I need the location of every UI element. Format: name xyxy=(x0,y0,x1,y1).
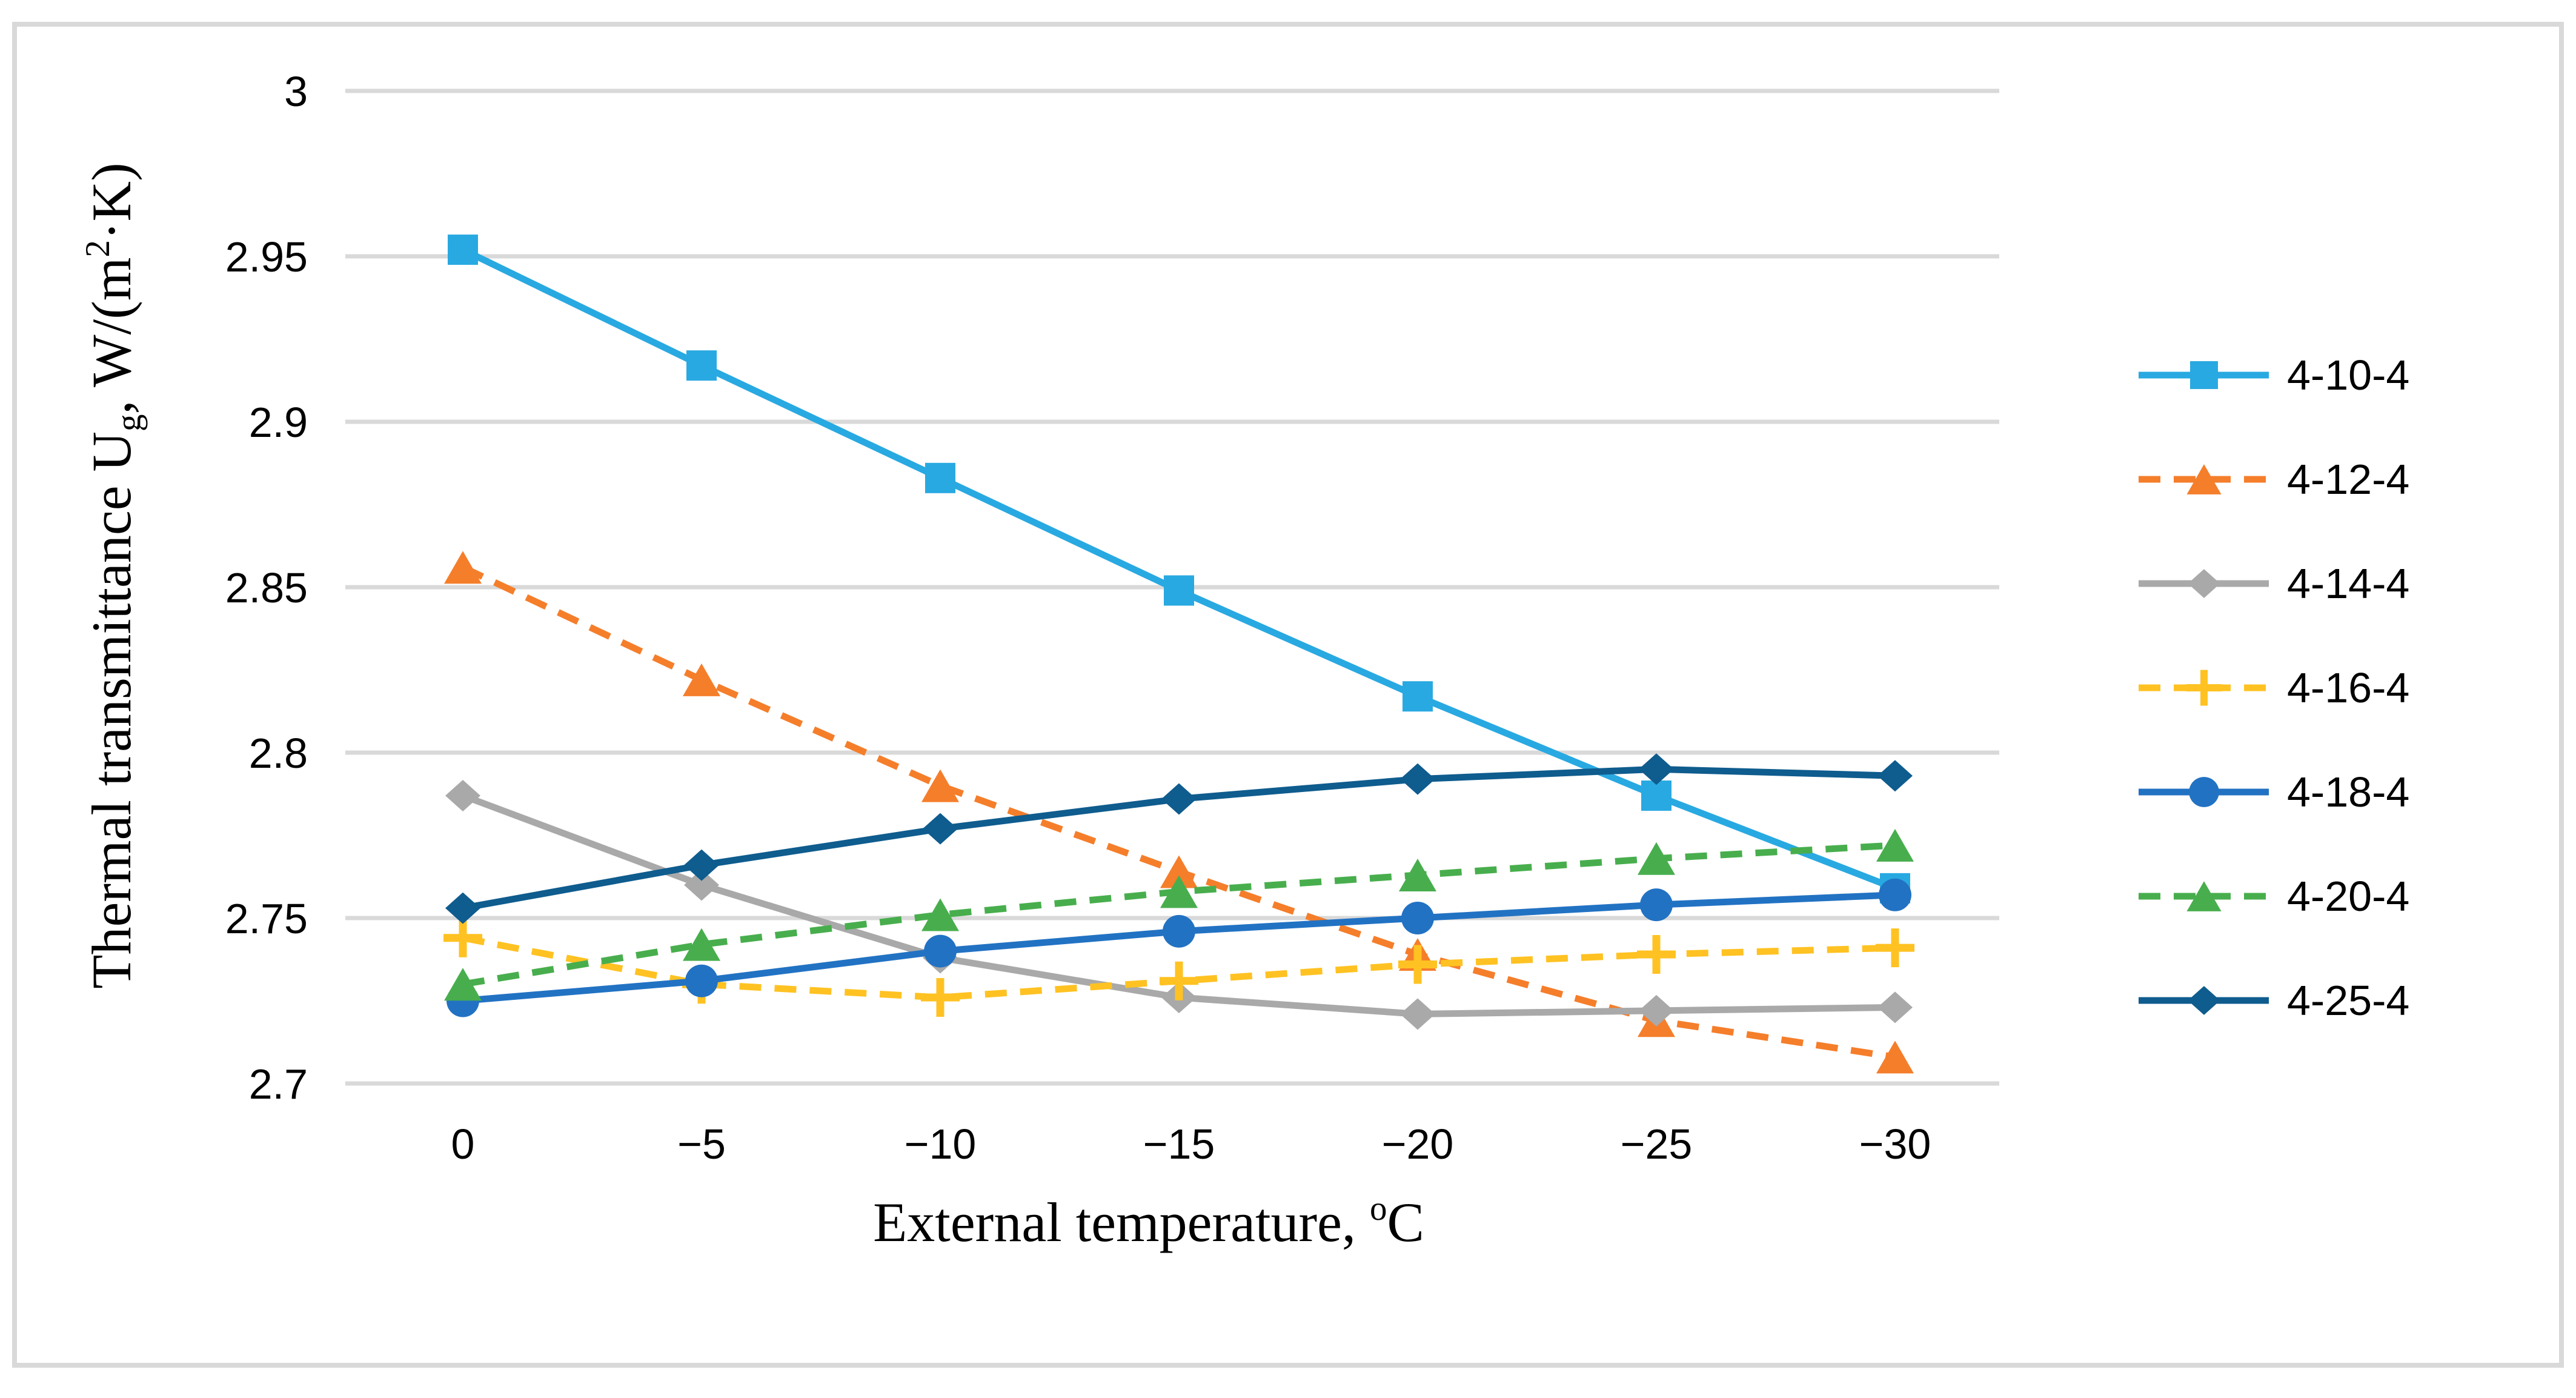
marker-circle xyxy=(2189,777,2219,807)
marker-triangle xyxy=(921,769,959,802)
marker-triangle xyxy=(1876,828,1914,862)
legend: 4-10-4 4-12-4 4-14-4 4-16-4 4-18-4 4-20-4 4-25… xyxy=(2139,351,2409,1024)
marker-diamond xyxy=(923,813,958,845)
legend-item: 4-18-4 xyxy=(2139,768,2409,816)
y-tick-label: 2.8 xyxy=(249,730,308,777)
marker-plus xyxy=(1160,961,1198,1000)
marker-triangle xyxy=(444,968,482,1001)
marker-triangle xyxy=(444,551,482,584)
marker-triangle xyxy=(2186,464,2222,494)
marker-square xyxy=(1403,681,1433,712)
marker-circle xyxy=(685,964,718,997)
marker-triangle xyxy=(2186,881,2222,911)
legend-item: 4-25-4 xyxy=(2139,977,2409,1024)
legend-item: 4-12-4 xyxy=(2139,456,2409,503)
marker-circle xyxy=(1163,914,1195,948)
marker-diamond xyxy=(684,869,719,901)
series-4-18-4 xyxy=(446,878,1911,1017)
x-tick-label: −10 xyxy=(905,1120,977,1168)
series-4-16-4 xyxy=(443,918,1914,1017)
marker-triangle xyxy=(683,663,720,696)
marker-diamond xyxy=(684,849,719,881)
marker-diamond xyxy=(2188,569,2220,598)
marker-square xyxy=(1641,780,1671,811)
marker-triangle xyxy=(1876,1040,1914,1074)
x-tick-label: 0 xyxy=(451,1120,475,1168)
marker-triangle xyxy=(683,928,720,961)
legend-item: 4-14-4 xyxy=(2139,560,2409,607)
marker-triangle xyxy=(921,898,959,931)
x-axis-title: External temperature, oC xyxy=(873,1190,1424,1253)
marker-plus xyxy=(921,978,960,1017)
legend-label: 4-16-4 xyxy=(2287,664,2409,711)
series-4-10-4 xyxy=(448,235,1910,904)
marker-diamond xyxy=(1400,998,1435,1030)
legend-label: 4-14-4 xyxy=(2287,560,2409,607)
series-4-25-4 xyxy=(445,753,1913,924)
marker-square xyxy=(1164,575,1194,606)
marker-triangle xyxy=(1160,875,1198,908)
marker-circle xyxy=(1401,902,1434,934)
x-tick-label: −5 xyxy=(677,1120,726,1168)
marker-plus xyxy=(1398,945,1437,984)
marker-diamond xyxy=(1400,763,1435,795)
marker-diamond xyxy=(1639,753,1674,785)
y-tick-label: 2.9 xyxy=(249,399,308,446)
marker-plus xyxy=(1876,928,1914,968)
legend-label: 4-20-4 xyxy=(2287,873,2409,920)
legend-label: 4-10-4 xyxy=(2287,351,2409,399)
marker-circle xyxy=(1640,888,1673,922)
marker-diamond xyxy=(2188,986,2220,1015)
x-tick-label: −25 xyxy=(1621,1120,1693,1168)
legend-item: 4-10-4 xyxy=(2139,351,2409,399)
series-4-20-4 xyxy=(444,828,1914,1001)
x-tick-label: −15 xyxy=(1143,1120,1215,1168)
marker-square xyxy=(925,462,955,493)
marker-square xyxy=(2190,361,2218,389)
x-tick-label: −30 xyxy=(1859,1120,1931,1168)
y-tick-label: 3 xyxy=(284,68,308,115)
legend-item: 4-20-4 xyxy=(2139,873,2409,920)
marker-diamond xyxy=(1161,783,1197,815)
marker-square xyxy=(686,350,717,381)
marker-triangle xyxy=(1638,842,1675,875)
y-axis-title: Thermal transmittance Ug, W/(m2·K) xyxy=(79,162,148,988)
legend-item: 4-16-4 xyxy=(2139,664,2409,711)
x-axis-tick-labels: 0 −5 −10 −15 −20 −25 −30 xyxy=(451,1120,1931,1168)
marker-triangle xyxy=(1160,855,1198,888)
marker-circle xyxy=(924,934,957,968)
legend-label: 4-18-4 xyxy=(2287,768,2409,816)
marker-diamond xyxy=(1877,991,1913,1024)
figure-border xyxy=(12,22,2564,1368)
marker-diamond xyxy=(1639,994,1674,1027)
y-tick-label: 2.95 xyxy=(225,233,308,281)
legend-label: 4-12-4 xyxy=(2287,456,2409,503)
marker-plus xyxy=(1637,935,1676,974)
y-tick-label: 2.75 xyxy=(225,895,308,942)
marker-diamond xyxy=(445,779,480,811)
marker-diamond xyxy=(445,892,480,924)
marker-triangle xyxy=(1399,859,1436,892)
marker-diamond xyxy=(1877,760,1913,792)
marker-square xyxy=(448,235,478,265)
marker-circle xyxy=(1879,878,1911,911)
x-tick-label: −20 xyxy=(1382,1120,1454,1168)
marker-plus xyxy=(2186,670,2222,706)
y-tick-label: 2.7 xyxy=(249,1060,308,1108)
y-axis-tick-labels: 3 2.95 2.9 2.85 2.8 2.75 2.7 xyxy=(225,68,308,1108)
y-tick-label: 2.85 xyxy=(225,564,308,611)
marker-plus xyxy=(443,918,482,957)
legend-label: 4-25-4 xyxy=(2287,977,2409,1024)
